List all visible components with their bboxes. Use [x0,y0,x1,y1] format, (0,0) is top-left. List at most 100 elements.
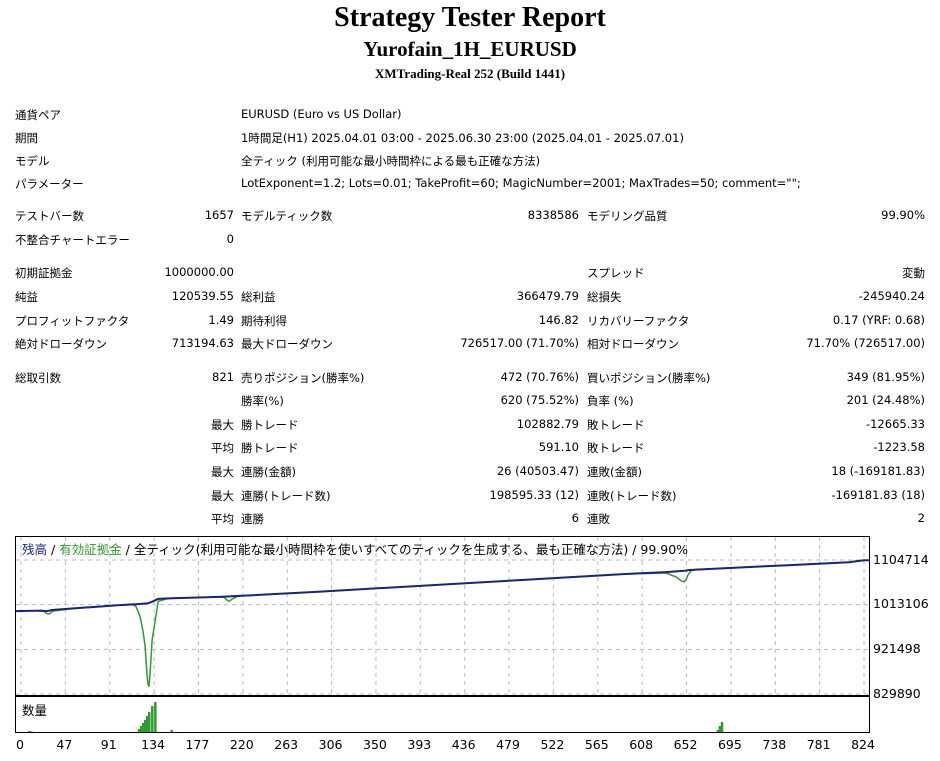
report-title: Strategy Tester Report [334,2,606,33]
max-win-label: 勝トレード [241,418,299,432]
max-dd-label: 最大ドローダウン [241,337,333,351]
avg-loss-value: -1223.58 [873,440,925,454]
mismatch-label: 不整合チャートエラー [15,233,130,247]
stats-row-winrate: 勝率(%) 620 (75.52%) 負率 (%) 201 (24.48%) [0,390,940,410]
pf-label: プロフィットファクタ [15,314,130,328]
legend-balance: 残高 [22,542,48,557]
volume-bar [28,731,31,732]
pair-label: 通貨ペア [15,108,61,122]
net-label: 純益 [15,290,38,304]
stats-row-deposit: 初期証拠金 1000000.00 スプレッド 変動 [0,262,940,282]
avg-prefix: 平均 [211,512,234,526]
loss-rate-value: 201 (24.48%) [846,393,925,407]
stats-row-bars: テストバー数 1657 モデルティック数 8338586 モデリング品質 99.… [0,205,940,225]
volume-bar [718,726,722,732]
avg-cons-loss-value: 2 [917,511,925,525]
x-tick-label: 306 [318,737,343,752]
volume-chart-plot [28,702,724,732]
loss-rate-label: 負率 (%) [587,394,634,408]
stats-row-pf: プロフィットファクタ 1.49 期待利得 146.82 リカバリーファクタ 0.… [0,310,940,330]
stats-row-avg-cons: 平均 連勝 6 連敗 2 [0,508,940,528]
volume-bar [151,706,154,732]
bars-label: テストバー数 [15,209,84,223]
equity-line [16,559,869,687]
x-tick-label: 738 [762,737,787,752]
volume-bar [137,729,141,732]
volume-chart: 数量 [15,696,870,733]
spread-label: スプレッド [587,266,645,280]
avg-loss-label: 敗トレード [587,441,645,455]
gross-profit-value: 366479.79 [516,289,579,303]
params-value: LotExponent=1.2; Lots=0.01; TakeProfit=6… [241,176,801,190]
x-tick-label: 479 [496,737,520,752]
cons-loss-cnt-label: 連敗(トレード数) [587,489,677,503]
pair-value: EURUSD (Euro vs US Dollar) [241,107,402,121]
max-dd-value: 726517.00 (71.70%) [460,336,579,350]
abs-dd-label: 絶対ドローダウン [15,337,107,351]
expected-label: 期待利得 [241,314,287,328]
cons-win-amt-value: 26 (40503.47) [496,464,579,478]
model-label: モデル [15,154,50,168]
y-tick-label: 829890 [873,686,921,701]
avg-win-label: 勝トレード [241,441,299,455]
cons-win-cnt-value: 198595.33 (12) [489,488,579,502]
balance-chart-plot [16,537,869,695]
volume-bar [30,731,33,732]
rel-dd-value: 71.70% (726517.00) [806,336,925,350]
info-row-period: 期間 1時間足(H1) 2025.04.01 03:00 - 2025.06.3… [0,127,940,147]
ticks-label: モデルティック数 [241,209,333,223]
x-tick-label: 608 [629,737,654,752]
max-win-value: 102882.79 [516,417,579,431]
report-subtitle: Yurofain_1H_EURUSD [363,37,577,61]
max-loss-value: -12665.33 [865,417,925,431]
win-rate-value: 620 (75.52%) [500,393,579,407]
x-tick-label: 91 [100,737,117,752]
gross-profit-label: 総利益 [241,290,276,304]
bars-value: 1657 [204,208,234,222]
avg-win-value: 591.10 [538,440,579,454]
volume-label: 数量 [22,703,48,718]
volume-bar [720,722,724,732]
stats-row-cons-cnt: 最大 連勝(トレード数) 198595.33 (12) 連敗(トレード数) -1… [0,485,940,505]
recovery-value: 0.17 (YRF: 0.68) [832,313,925,327]
x-tick-label: 695 [717,737,742,752]
x-tick-label: 652 [673,737,698,752]
net-value: 120539.55 [171,289,234,303]
period-value: 1時間足(H1) 2025.04.01 03:00 - 2025.06.30 2… [241,131,684,145]
long-value: 349 (81.95%) [846,370,925,384]
volume-bar [139,726,143,732]
x-tick-label: 177 [185,737,210,752]
stats-row-net: 純益 120539.55 総利益 366479.79 総損失 -245940.2… [0,286,940,306]
chart-legend: 残高 / 有効証拠金 / 全ティック(利用可能な最小時間枠を使いすべてのティック… [22,539,688,558]
avg-cons-win-label: 連勝 [241,512,264,526]
stats-row-max-trade: 最大 勝トレード 102882.79 敗トレード -12665.33 [0,414,940,434]
report-server: XMTrading-Real 252 (Build 1441) [374,66,566,81]
avg-cons-win-value: 6 [571,511,579,525]
x-tick-label: 350 [363,737,387,752]
info-row-params: パラメーター LotExponent=1.2; Lots=0.01; TakeP… [0,173,940,193]
stats-row-dd: 絶対ドローダウン 713194.63 最大ドローダウン 726517.00 (7… [0,333,940,353]
ticks-value: 8338586 [527,208,579,222]
cons-loss-cnt-value: -169181.83 (18) [831,488,925,502]
legend-separator: / [47,542,60,557]
params-label: パラメーター [15,177,84,191]
period-label: 期間 [15,131,38,145]
x-tick-label: 781 [806,737,831,752]
y-tick-label: 1104714 [873,552,929,567]
gross-loss-value: -245940.24 [858,289,925,303]
avg-prefix: 平均 [211,441,234,455]
x-tick-label: 824 [851,737,875,752]
stats-row-avg-trade: 平均 勝トレード 591.10 敗トレード -1223.58 [0,437,940,457]
gross-loss-label: 総損失 [587,290,622,304]
stats-row-trades: 総取引数 821 売りポジション(勝率%) 472 (70.76%) 買いポジシ… [0,367,940,387]
win-rate-label: 勝率(%) [241,394,284,408]
avg-cons-loss-label: 連敗 [587,512,610,526]
x-tick-label: 522 [540,737,565,752]
x-tick-label: 565 [584,737,609,752]
trades-label: 総取引数 [15,371,61,385]
stats-row-mismatch: 不整合チャートエラー 0 [0,229,940,249]
balance-line [16,559,869,613]
max-prefix: 最大 [211,465,234,479]
deposit-value: 1000000.00 [164,265,234,279]
deposit-label: 初期証拠金 [15,266,73,280]
